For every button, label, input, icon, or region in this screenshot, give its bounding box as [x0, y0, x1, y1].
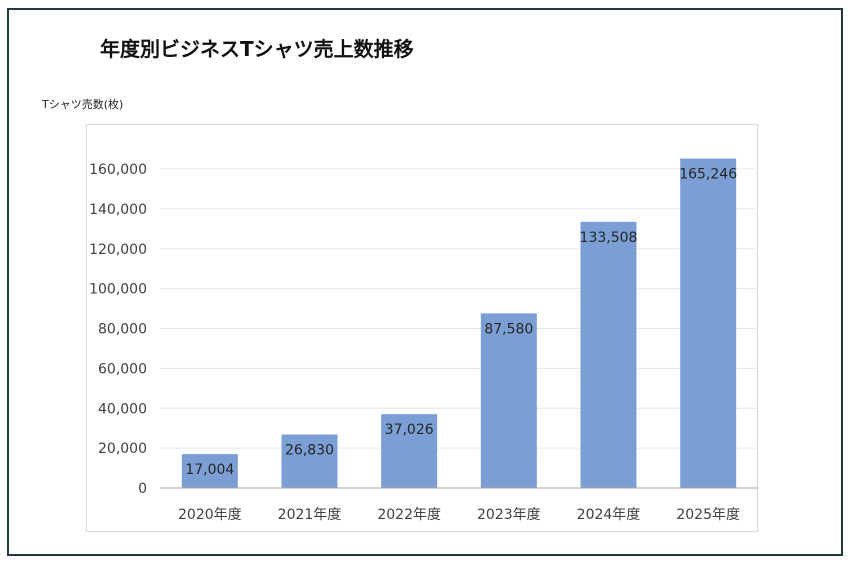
x-tick-label: 2020年度: [178, 507, 242, 523]
y-tick-label: 60,000: [98, 361, 147, 377]
data-label: 133,508: [580, 230, 638, 246]
bar: [680, 158, 737, 489]
y-tick-label: 40,000: [98, 401, 147, 417]
chart-title: 年度別ビジネスTシャツ売上数推移: [100, 37, 414, 61]
y-tick-label: 0: [138, 481, 147, 497]
y-tick-label: 160,000: [89, 162, 147, 178]
data-label: 165,246: [679, 167, 737, 183]
y-tick-label: 100,000: [89, 282, 147, 298]
y-tick-label: 140,000: [89, 202, 147, 218]
x-tick-label: 2022年度: [377, 507, 441, 523]
bar: [480, 313, 537, 488]
data-labels: 17,004 26,830 37,026 87,580 133,508 165,246: [185, 167, 737, 479]
data-label: 37,026: [385, 422, 434, 438]
y-tick-label: 20,000: [98, 441, 147, 457]
bar: [381, 414, 438, 488]
x-tick-label: 2021年度: [278, 507, 342, 523]
data-label: 17,004: [185, 462, 234, 478]
category-labels: 2020年度 2021年度 2022年度 2023年度 2024年度 2025年度: [178, 507, 740, 523]
bar: [181, 454, 238, 488]
x-tick-label: 2025年度: [676, 507, 740, 523]
y-axis-label: Tシャツ売数(枚): [42, 98, 124, 111]
x-tick-label: 2024年度: [577, 507, 641, 523]
data-label: 87,580: [484, 321, 533, 337]
y-tick-labels: 0 20,000 40,000 60,000 80,000 100,000 120,000 1…: [89, 162, 147, 497]
bar: [281, 434, 338, 488]
y-tick-label: 80,000: [98, 322, 147, 338]
bar: [580, 221, 637, 488]
gridlines: [160, 168, 758, 449]
x-tick-label: 2023年度: [477, 507, 541, 523]
y-tick-label: 120,000: [89, 242, 147, 258]
data-label: 26,830: [285, 443, 334, 459]
bars: [181, 158, 737, 489]
